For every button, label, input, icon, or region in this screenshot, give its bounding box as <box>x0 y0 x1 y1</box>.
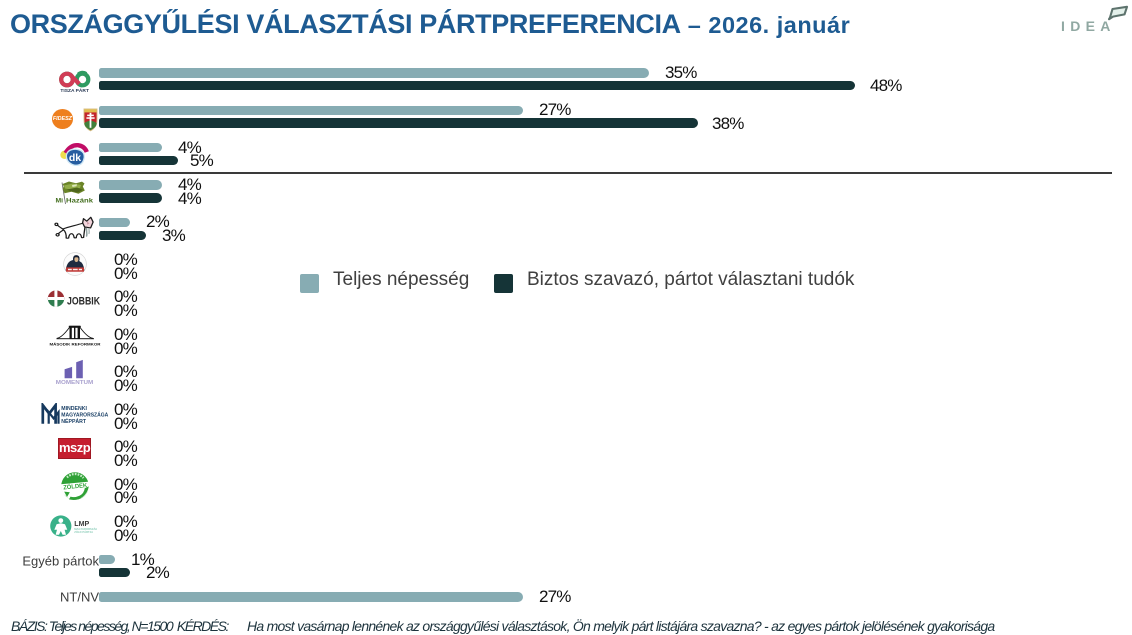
svg-text:Mi: Mi <box>56 197 64 204</box>
svg-text:NÉPPÁRT: NÉPPÁRT <box>61 417 87 425</box>
svg-text:MÁSODIK REFORMKOR: MÁSODIK REFORMKOR <box>50 341 101 346</box>
svg-text:dk: dk <box>69 152 81 164</box>
svg-text:ZÖLDEK: ZÖLDEK <box>63 482 88 492</box>
svg-text:JOBBIK: JOBBIK <box>67 295 100 307</box>
svg-text:LMP: LMP <box>74 521 89 528</box>
svg-text:Hazánk: Hazánk <box>66 197 93 204</box>
svg-text:MAGYARORSZÁGA: MAGYARORSZÁGA <box>61 411 108 418</box>
svg-text:ZÖLD PÁRTJA: ZÖLD PÁRTJA <box>74 529 93 534</box>
svg-text:MOMENTUM: MOMENTUM <box>56 380 94 386</box>
svg-text:MAGYARORSZÁG: MAGYARORSZÁG <box>74 526 97 531</box>
svg-text:TISZA PÁRT: TISZA PÁRT <box>60 88 89 93</box>
svg-text:MINDENKI: MINDENKI <box>61 406 87 412</box>
